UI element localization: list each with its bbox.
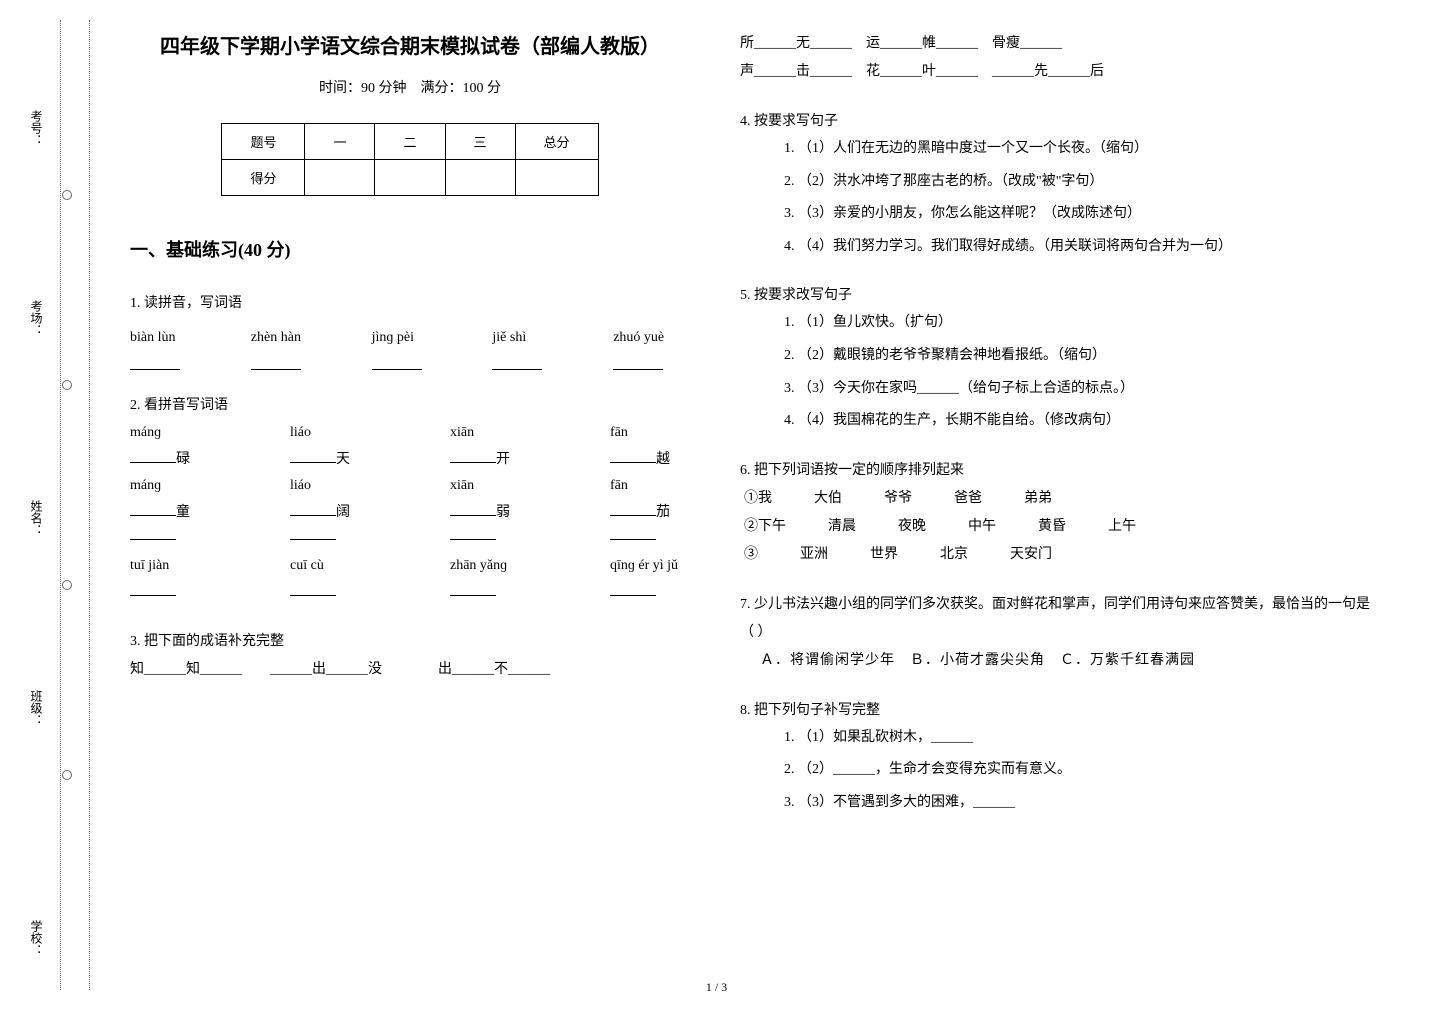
q6-line2: ②下午 清晨 夜晚 中午 黄昏 上午 (744, 513, 1380, 541)
pinyin: zhèn hàn (251, 330, 301, 345)
score-th: 二 (375, 124, 445, 160)
binding-label-kaohao: 考号： (28, 110, 45, 146)
binding-label-kaochang: 考场： (28, 300, 45, 336)
score-td (445, 160, 515, 196)
question-8: 8. 把下列句子补写完整 （1）如果乱砍树木，______ （2）______，… (740, 697, 1380, 817)
score-td (375, 160, 445, 196)
score-td (515, 160, 598, 196)
q6-body: ①我 大伯 爷爷 爸爸 弟弟 ②下午 清晨 夜晚 中午 黄昏 上午 ③ 亚洲 世… (740, 485, 1380, 569)
binding-circle (62, 770, 72, 780)
score-th: 三 (445, 124, 515, 160)
pinyin: liáo (290, 478, 311, 493)
question-2: 2. 看拼音写词语 mánɡ碌 liáo天 xiān开 fān越 mánɡ童 l… (130, 392, 690, 606)
q4-list: （1）人们在无边的黑暗中度过一个又一个长夜。（缩句） （2）洪水冲垮了那座古老的… (740, 136, 1380, 260)
score-th: 题号 (222, 124, 305, 160)
list-item: （4）我国棉花的生产，长期不能自给。（修改病句） (798, 408, 1380, 435)
page-title: 四年级下学期小学语文综合期末模拟试卷（部编人教版） (130, 30, 690, 59)
pinyin: fān (610, 425, 628, 440)
q1-pinyin-row: biàn lùn zhèn hàn jìnɡ pèi jiě shì zhuó … (130, 324, 690, 370)
pinyin: liáo (290, 425, 311, 440)
question-5: 5. 按要求改写句子 （1）鱼儿欢快。（扩句） （2）戴眼镜的老爷爷聚精会神地看… (740, 282, 1380, 434)
page-subtitle: 时间：90 分钟 满分：100 分 (130, 77, 690, 97)
binding-label-xingming: 姓名： (28, 500, 45, 536)
q8-label: 8. 把下列句子补写完整 (740, 697, 1380, 725)
pinyin: jìnɡ pèi (372, 330, 414, 345)
pinyin: mánɡ (130, 478, 161, 493)
pinyin: qīnɡ ér yì jǔ (610, 558, 678, 573)
binding-label-xuexiao: 学校： (28, 920, 45, 956)
q1-label: 1. 读拼音，写词语 (130, 290, 690, 318)
list-item: （1）如果乱砍树木，______ (798, 725, 1380, 752)
list-item: （4）我们努力学习。我们取得好成绩。（用关联词将两句合并为一句） (798, 234, 1380, 261)
question-3: 3. 把下面的成语补充完整 知______知______ ______出____… (130, 628, 690, 684)
question-4: 4. 按要求写句子 （1）人们在无边的黑暗中度过一个又一个长夜。（缩句） （2）… (740, 108, 1380, 260)
section-heading: 一、基础练习(40 分) (130, 236, 690, 262)
pinyin: jiě shì (492, 330, 526, 345)
q3-line2a: 所______无______ 运______帷______ 骨瘦______ (740, 30, 1380, 58)
list-item: （2）戴眼镜的老爷爷聚精会神地看报纸。（缩句） (798, 343, 1380, 370)
pinyin: xiān (450, 425, 474, 440)
q3-label: 3. 把下面的成语补充完整 (130, 628, 690, 656)
list-item: （2）______，生命才会变得充实而有意义。 (798, 757, 1380, 784)
q3-line2b: 声______击______ 花______叶______ ______先___… (740, 58, 1380, 86)
table-row: 题号 一 二 三 总分 (222, 124, 598, 160)
question-1: 1. 读拼音，写词语 biàn lùn zhèn hàn jìnɡ pèi ji… (130, 290, 690, 370)
list-item: （3）亲爱的小朋友，你怎么能这样呢？（改成陈述句） (798, 201, 1380, 228)
q5-label: 5. 按要求改写句子 (740, 282, 1380, 310)
list-item: （1）人们在无边的黑暗中度过一个又一个长夜。（缩句） (798, 136, 1380, 163)
pinyin: biàn lùn (130, 330, 176, 345)
page-footer: 1 / 3 (0, 980, 1433, 995)
score-table: 题号 一 二 三 总分 得分 (221, 123, 598, 196)
question-7: 7. 少儿书法兴趣小组的同学们多次获奖。面对鲜花和掌声，同学们用诗句来应答赞美，… (740, 591, 1380, 675)
pinyin: cuī cù (290, 558, 324, 573)
pinyin: zhuó yuè (613, 330, 664, 345)
pinyin: tuī jiàn (130, 558, 169, 573)
right-column: 所______无______ 运______帷______ 骨瘦______ 声… (740, 30, 1380, 839)
pinyin: xiān (450, 478, 474, 493)
list-item: （1）鱼儿欢快。（扩句） (798, 310, 1380, 337)
list-item: （3）今天你在家吗______（给句子标上合适的标点。） (798, 376, 1380, 403)
q3-continued: 所______无______ 运______帷______ 骨瘦______ 声… (740, 30, 1380, 86)
binding-circle (62, 580, 72, 590)
q2-label: 2. 看拼音写词语 (130, 392, 690, 420)
q5-list: （1）鱼儿欢快。（扩句） （2）戴眼镜的老爷爷聚精会神地看报纸。（缩句） （3）… (740, 310, 1380, 434)
q7-options: Ａ．将谓偷闲学少年 Ｂ．小荷才露尖尖角 Ｃ．万紫千红春满园 (740, 647, 1380, 675)
score-td (305, 160, 375, 196)
q7-label: 7. 少儿书法兴趣小组的同学们多次获奖。面对鲜花和掌声，同学们用诗句来应答赞美，… (740, 591, 1380, 647)
q4-label: 4. 按要求写句子 (740, 108, 1380, 136)
question-6: 6. 把下列词语按一定的顺序排列起来 ①我 大伯 爷爷 爸爸 弟弟 ②下午 清晨… (740, 457, 1380, 569)
score-th: 总分 (515, 124, 598, 160)
binding-strip (60, 20, 90, 990)
list-item: （2）洪水冲垮了那座古老的桥。（改成"被"字句） (798, 169, 1380, 196)
binding-circle (62, 190, 72, 200)
q8-list: （1）如果乱砍树木，______ （2）______，生命才会变得充实而有意义。… (740, 725, 1380, 817)
pinyin: zhān yǎnɡ (450, 558, 507, 573)
score-th: 一 (305, 124, 375, 160)
pinyin: mánɡ (130, 425, 161, 440)
table-row: 得分 (222, 160, 598, 196)
left-column: 四年级下学期小学语文综合期末模拟试卷（部编人教版） 时间：90 分钟 满分：10… (130, 30, 690, 706)
list-item: （3）不管遇到多大的困难，______ (798, 790, 1380, 817)
q3-line1: 知______知______ ______出______没 出______不__… (130, 656, 690, 684)
q2-body: mánɡ碌 liáo天 xiān开 fān越 mánɡ童 liáo阔 xiān弱… (130, 420, 690, 606)
q6-line1: ①我 大伯 爷爷 爸爸 弟弟 (744, 485, 1380, 513)
q6-label: 6. 把下列词语按一定的顺序排列起来 (740, 457, 1380, 485)
q6-line3: ③ 亚洲 世界 北京 天安门 (744, 541, 1380, 569)
pinyin: fān (610, 478, 628, 493)
binding-circle (62, 380, 72, 390)
score-td: 得分 (222, 160, 305, 196)
binding-label-banji: 班级： (28, 690, 45, 726)
